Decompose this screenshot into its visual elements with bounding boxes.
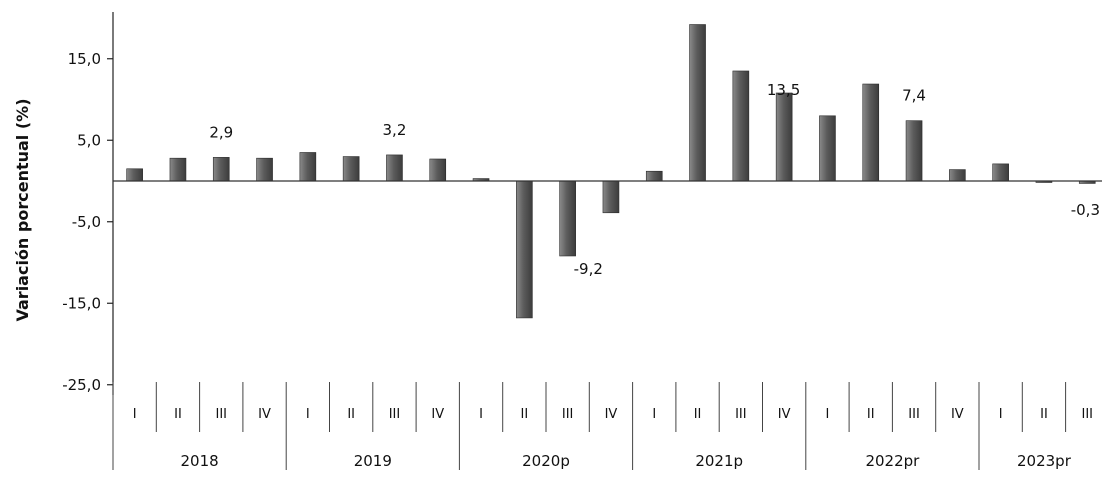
quarter-label: II: [694, 407, 702, 422]
bar: [775, 92, 793, 182]
data-labels: 2,9 3,2 -9,2 13,5 7,4 -0,3: [209, 81, 1100, 278]
quarter-label: I: [652, 407, 656, 422]
y-axis: 15,0 5,0 -5,0 -15,0 -25,0: [62, 12, 114, 395]
data-label: 7,4: [902, 87, 926, 105]
quarter-label: III: [908, 407, 920, 422]
quarter-label: IV: [951, 407, 964, 422]
bar: [126, 168, 143, 182]
data-label: -9,2: [574, 260, 603, 278]
quarter-label: IV: [605, 407, 618, 422]
quarter-label: II: [347, 407, 355, 422]
y-axis-title: Variación porcentual (%): [13, 98, 32, 321]
quarter-label: I: [479, 407, 483, 422]
bar: [949, 169, 966, 182]
bar: [862, 83, 880, 182]
year-label: 2021p: [695, 452, 743, 470]
bar: [689, 24, 706, 182]
y-tick-label: 15,0: [68, 50, 101, 68]
bar: [212, 157, 230, 182]
bar: [256, 157, 273, 182]
bar: [602, 180, 620, 214]
quarter-label: II: [867, 407, 875, 422]
quarter-label: IV: [258, 407, 271, 422]
bar: [732, 70, 750, 182]
year-label: 2023pr: [1017, 452, 1072, 470]
bar: [992, 163, 1009, 182]
bar: [559, 180, 576, 257]
bar: [429, 158, 447, 182]
bars: [126, 24, 1096, 319]
bar: [299, 152, 317, 182]
year-label: 2022pr: [865, 452, 920, 470]
quarter-label: II: [174, 407, 182, 422]
data-label: 13,5: [767, 81, 800, 99]
quarter-label: III: [389, 407, 401, 422]
quarter-label: II: [521, 407, 529, 422]
quarter-label: I: [999, 407, 1003, 422]
bar: [905, 120, 923, 182]
quarter-label: III: [215, 407, 227, 422]
y-tick-label: -5,0: [72, 213, 101, 231]
bar: [645, 170, 663, 182]
bar: [169, 157, 187, 182]
quarter-label: IV: [778, 407, 791, 422]
quarter-label: III: [1081, 407, 1093, 422]
year-label: 2020p: [522, 452, 570, 470]
bar: [516, 180, 533, 319]
y-tick-label: 5,0: [77, 131, 101, 149]
y-tick-label: -15,0: [62, 294, 101, 312]
quarter-label: III: [735, 407, 747, 422]
bar: [819, 115, 836, 182]
quarter-label: I: [306, 407, 310, 422]
year-label: 2018: [181, 452, 219, 470]
bar: [386, 154, 403, 182]
quarter-label: I: [826, 407, 830, 422]
data-label: 3,2: [383, 121, 407, 139]
bar: [342, 156, 360, 182]
quarter-label: I: [133, 407, 137, 422]
quarter-label: II: [1040, 407, 1048, 422]
y-tick-label: -25,0: [62, 376, 101, 394]
year-label: 2019: [354, 452, 392, 470]
data-label: 2,9: [209, 123, 233, 141]
quarter-label: III: [562, 407, 574, 422]
quarter-label: IV: [431, 407, 444, 422]
data-label: -0,3: [1071, 201, 1100, 219]
